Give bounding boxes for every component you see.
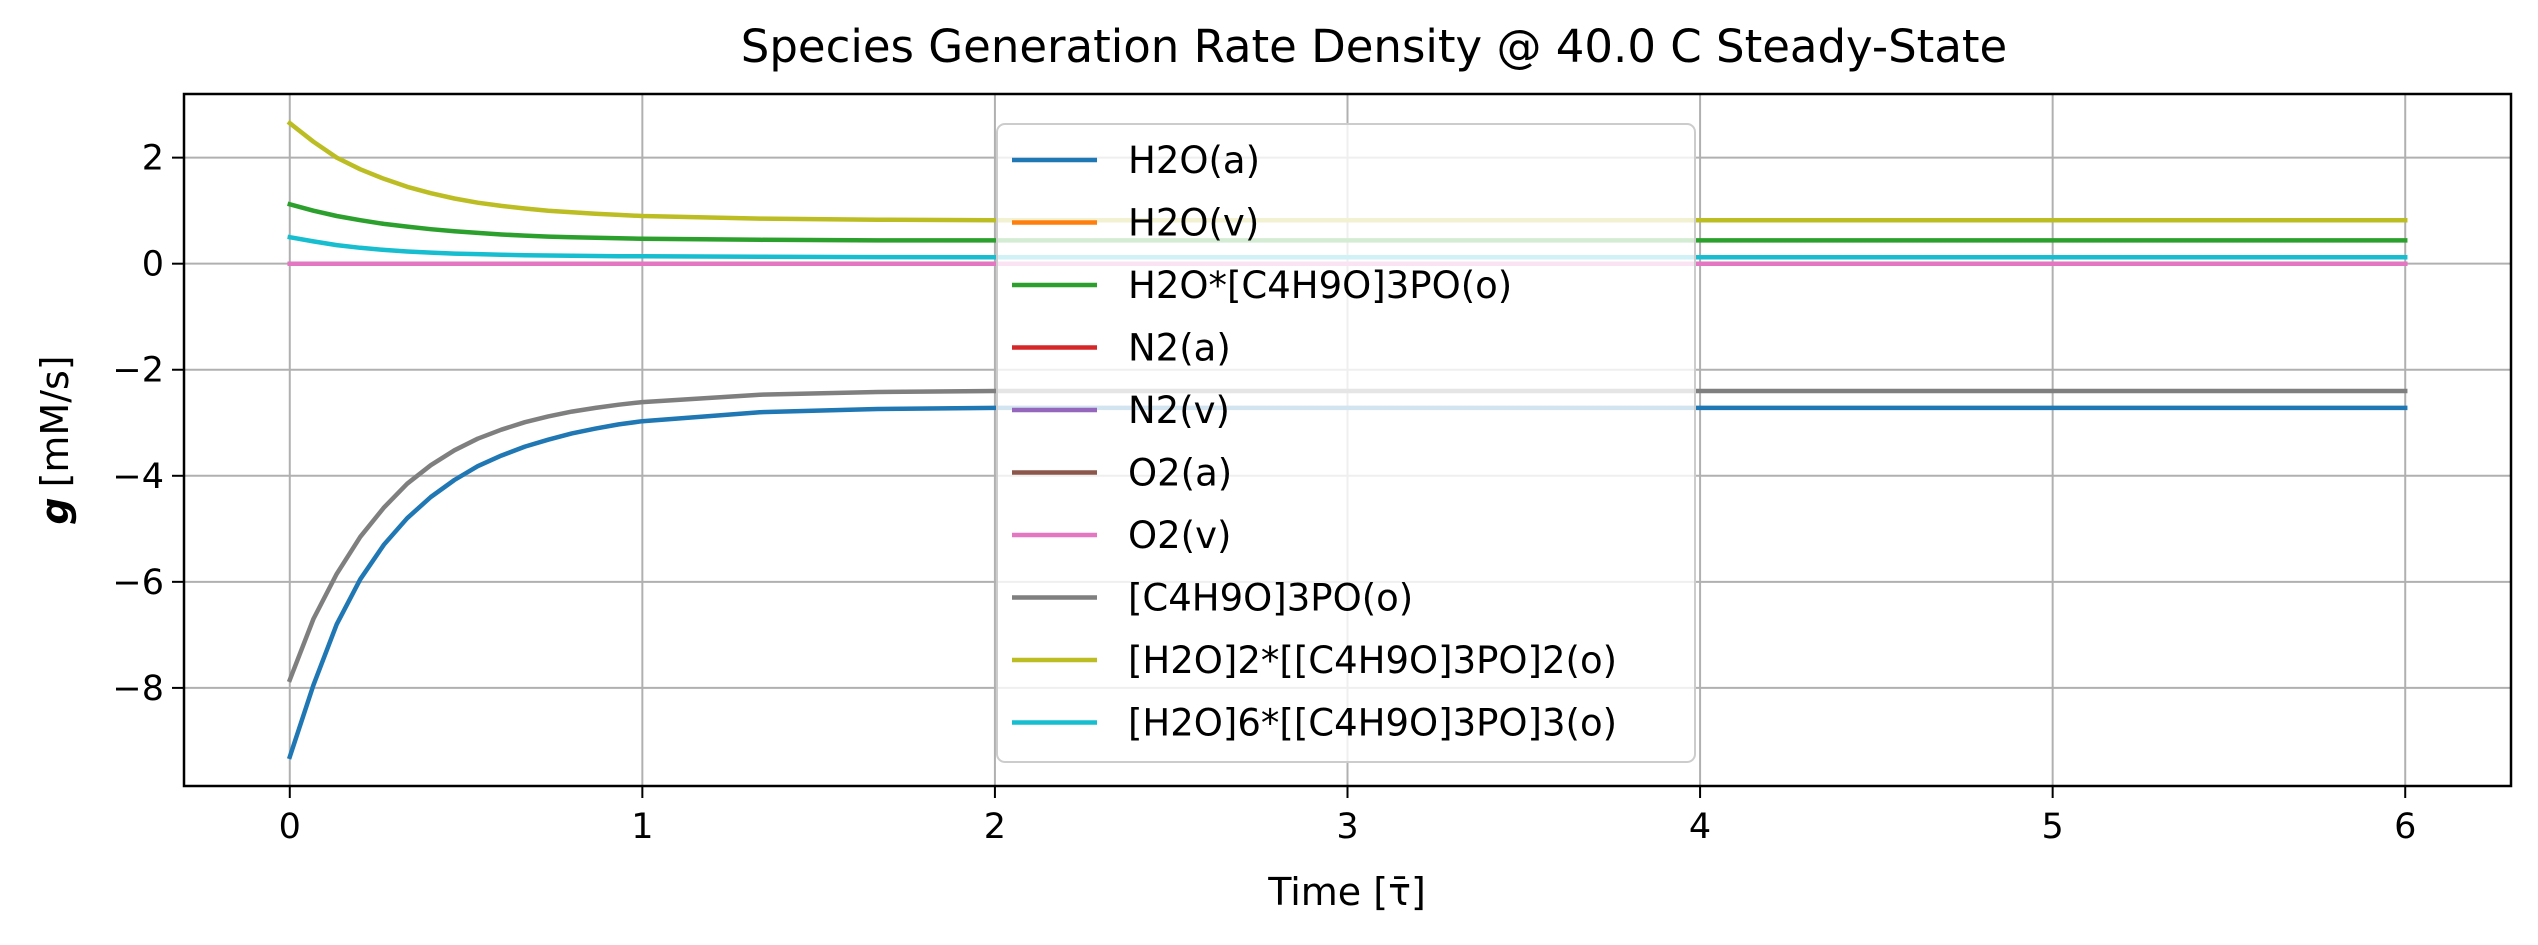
x-tick-label: 1 — [631, 807, 653, 847]
legend-label: O2(a) — [1128, 452, 1232, 495]
axis-ticks: 0 1 2 3 4 5 6 2 0 −2 −4 −6 −8 — [112, 139, 2416, 847]
x-axis-label: Time [τ̄] — [1267, 870, 1426, 914]
legend-label: H2O(v) — [1128, 202, 1259, 245]
x-tick-label: 3 — [1336, 807, 1358, 847]
legend-label: N2(a) — [1128, 327, 1231, 370]
x-tick-label: 4 — [1689, 807, 1711, 847]
y-tick-label: −8 — [112, 669, 164, 709]
y-axis-label: g [mM/s] — [33, 355, 77, 524]
x-tick-label: 2 — [984, 807, 1006, 847]
y-axis-symbol: g — [33, 497, 77, 524]
x-tick-label: 6 — [2394, 807, 2416, 847]
y-tick-label: 2 — [142, 139, 164, 179]
legend-label: H2O*[C4H9O]3PO(o) — [1128, 264, 1512, 307]
legend-label: [C4H9O]3PO(o) — [1128, 577, 1413, 620]
chart-title: Species Generation Rate Density @ 40.0 C… — [741, 20, 2007, 73]
legend-label: H2O(a) — [1128, 139, 1260, 182]
y-tick-label: 0 — [142, 245, 164, 285]
legend-label: [H2O]6*[[C4H9O]3PO]3(o) — [1128, 702, 1617, 745]
legend: H2O(a) H2O(v) H2O*[C4H9O]3PO(o) N2(a) N2(v) O… — [996, 123, 1696, 763]
y-tick-label: −2 — [112, 351, 164, 391]
x-tick-label: 0 — [279, 807, 301, 847]
y-tick-label: −4 — [112, 457, 164, 497]
legend-label: O2(v) — [1128, 514, 1231, 557]
legend-box — [996, 123, 1696, 763]
y-axis-unit: [mM/s] — [33, 355, 77, 487]
legend-label: N2(v) — [1128, 389, 1230, 432]
legend-label: [H2O]2*[[C4H9O]3PO]2(o) — [1128, 639, 1617, 682]
legend-items: H2O(a) H2O(v) H2O*[C4H9O]3PO(o) N2(a) N2(v) O… — [1012, 139, 1617, 745]
y-tick-label: −6 — [112, 563, 164, 603]
x-tick-label: 5 — [2042, 807, 2064, 847]
